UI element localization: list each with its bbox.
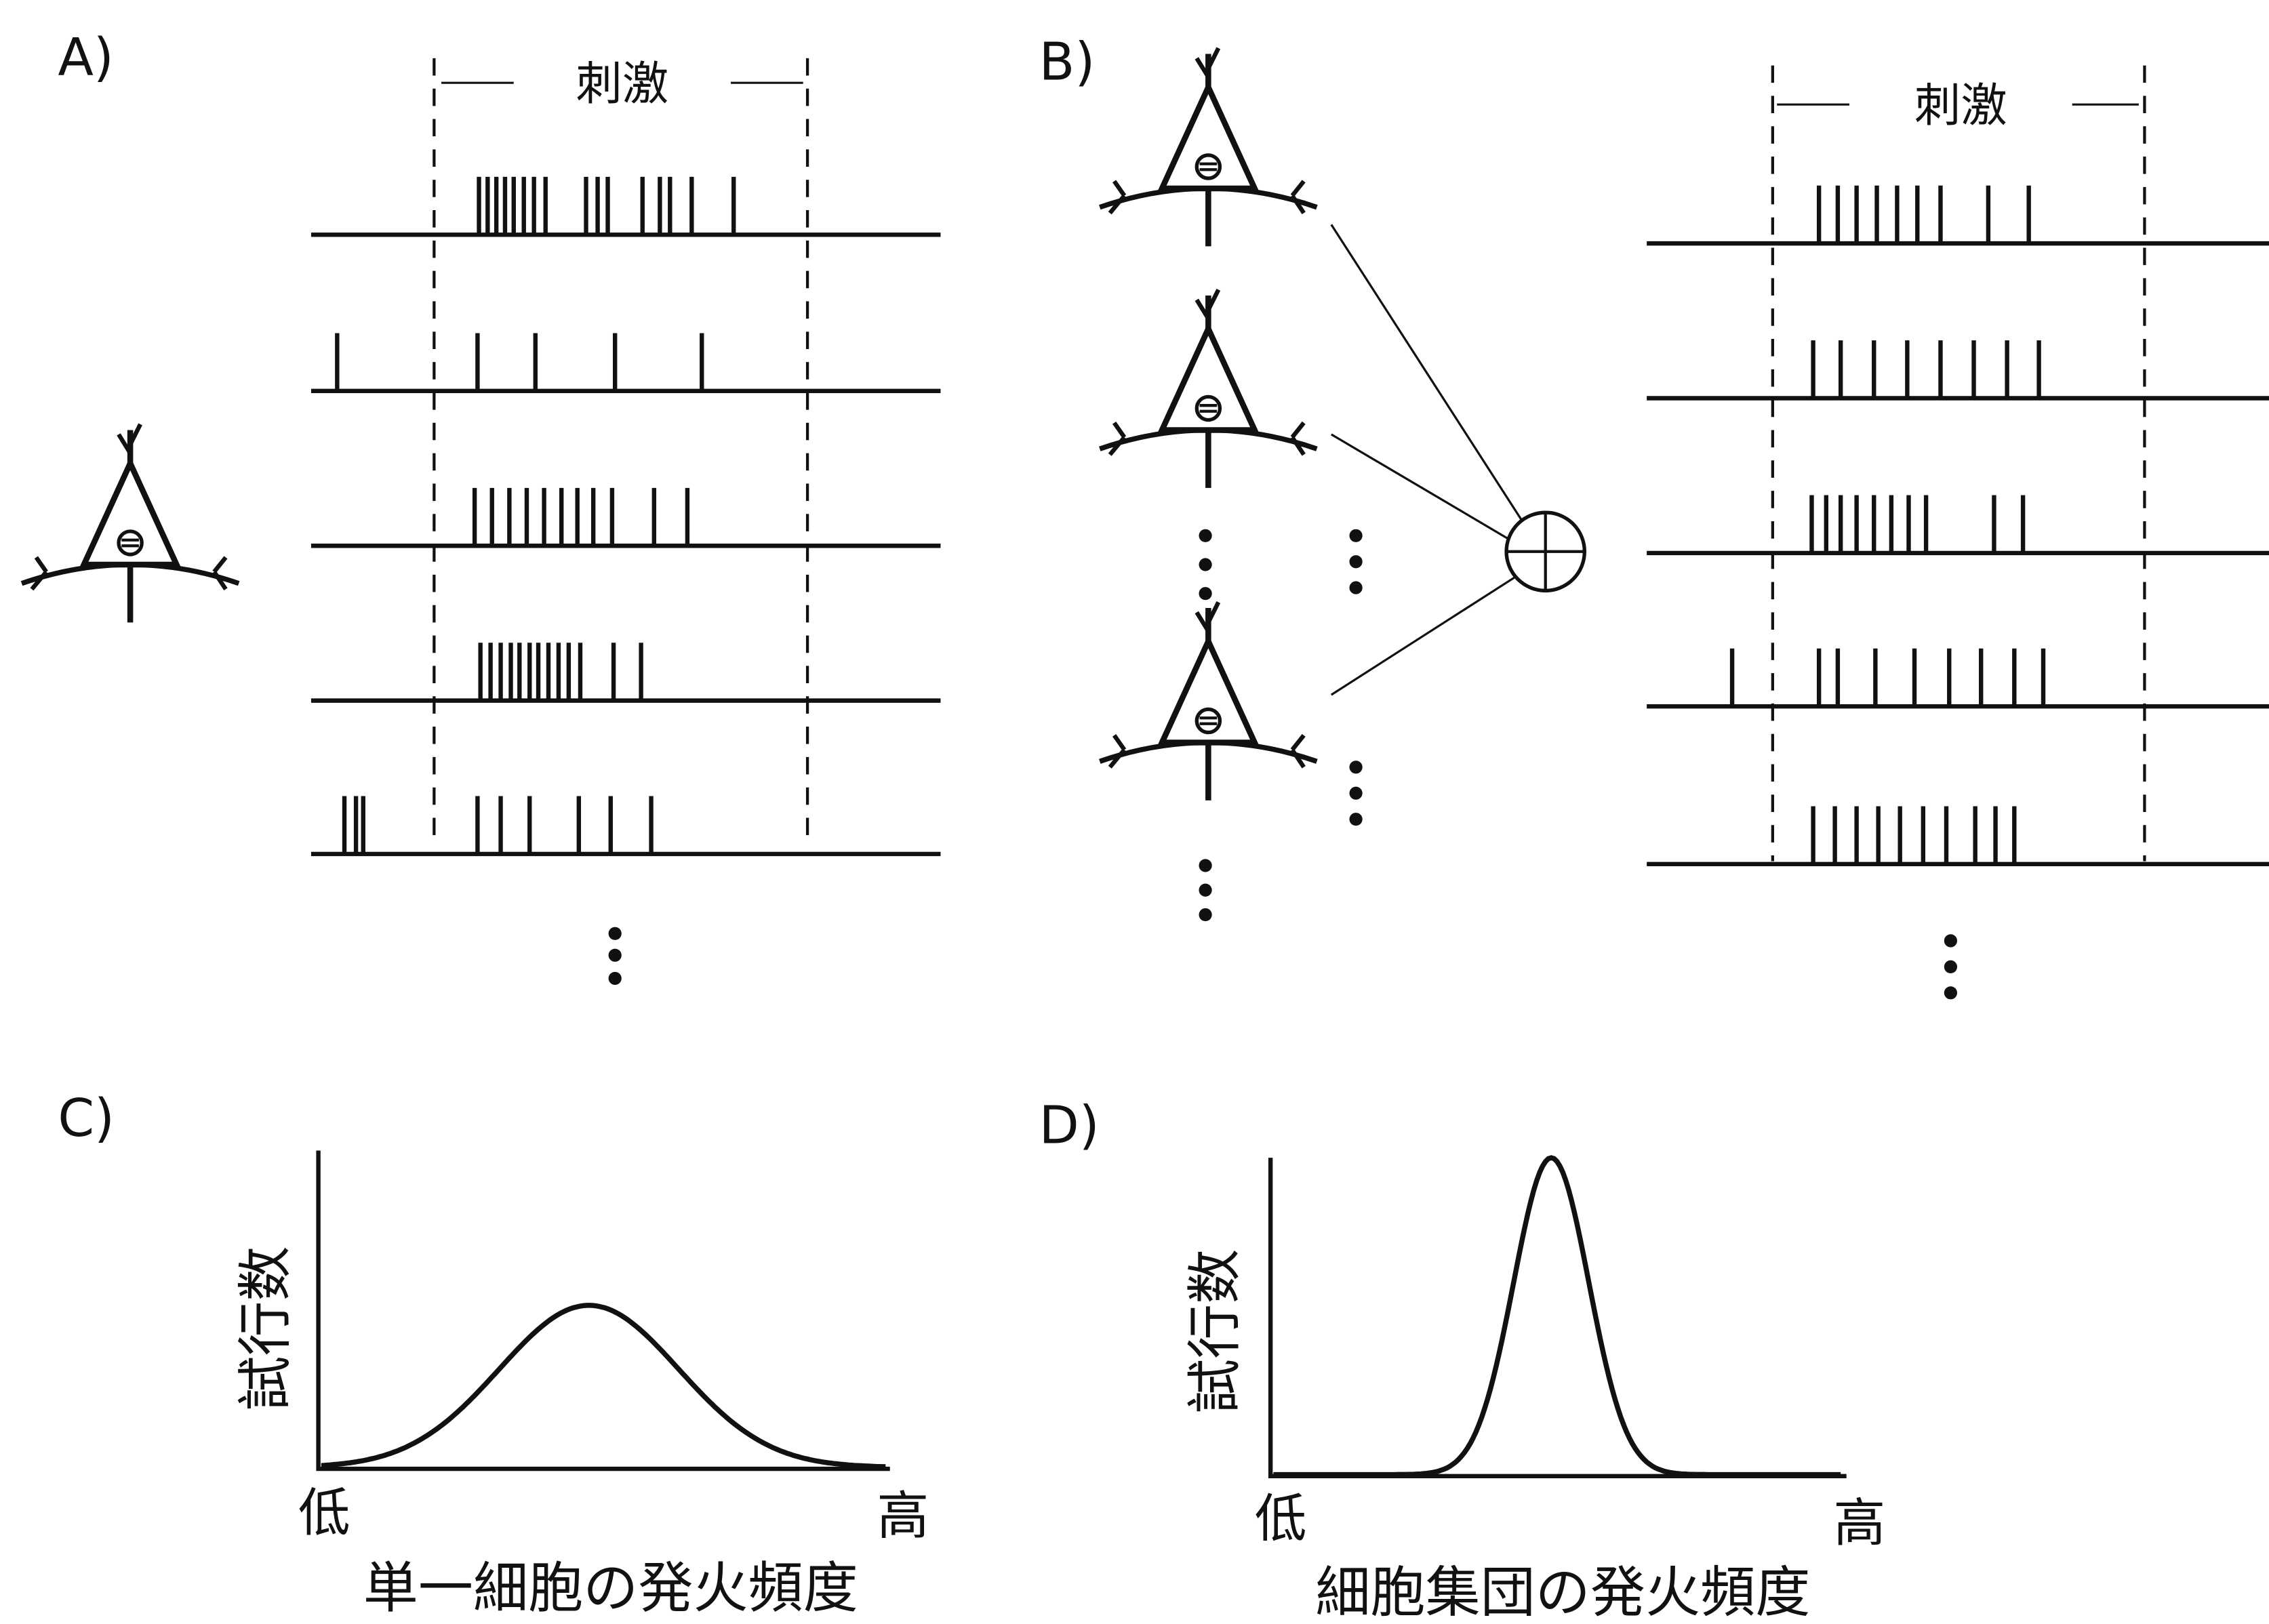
dot xyxy=(1199,587,1212,601)
dot xyxy=(1199,558,1212,571)
dot xyxy=(1199,859,1212,872)
spike-trains xyxy=(310,176,941,857)
dot xyxy=(1349,555,1363,569)
y-axis-title: 試行数 xyxy=(1184,1249,1247,1414)
dot xyxy=(608,927,622,940)
axes xyxy=(1268,1158,1847,1478)
connector xyxy=(1330,224,1523,522)
neuron xyxy=(22,424,239,622)
x-low-label: 低 xyxy=(298,1484,350,1544)
summation-cross xyxy=(1506,512,1585,591)
dot xyxy=(1349,529,1363,542)
dot xyxy=(1944,934,1958,948)
panel-label: C) xyxy=(58,1089,115,1149)
stimulus-label: 刺激 xyxy=(1914,79,2007,133)
distribution-curve xyxy=(1273,1155,1841,1478)
x-high-label: 高 xyxy=(877,1486,929,1547)
dot xyxy=(1349,813,1363,826)
panel-label: D) xyxy=(1039,1095,1100,1156)
dot xyxy=(608,948,622,962)
connector xyxy=(1330,433,1509,540)
dot xyxy=(1199,883,1212,897)
connector xyxy=(1330,575,1517,696)
panel-label: B) xyxy=(1039,33,1096,93)
distribution-curve xyxy=(321,1303,886,1469)
dot xyxy=(1944,986,1958,1000)
dot xyxy=(1349,786,1363,800)
x-high-label: 高 xyxy=(1833,1493,1885,1554)
dot xyxy=(1944,960,1958,974)
y-axis-title: 試行数 xyxy=(234,1246,298,1410)
ellipses xyxy=(608,529,1958,1000)
x-axis-title: 単一細胞の発火頻度 xyxy=(363,1557,858,1621)
neuron xyxy=(1100,602,1317,800)
x-axis-title: 細胞集団の発火頻度 xyxy=(1315,1561,1810,1624)
dot xyxy=(1199,529,1212,542)
x-low-label: 低 xyxy=(1255,1489,1307,1549)
stimulus-label: 刺激 xyxy=(576,58,669,111)
panel-label: A) xyxy=(58,28,114,88)
dot xyxy=(1199,908,1212,922)
neuron xyxy=(1100,48,1317,246)
axes xyxy=(316,1150,890,1471)
dot xyxy=(1349,760,1363,774)
spike-trains xyxy=(1647,185,2269,867)
dot xyxy=(608,971,622,986)
neuron xyxy=(1100,289,1317,487)
dot xyxy=(1349,581,1363,594)
